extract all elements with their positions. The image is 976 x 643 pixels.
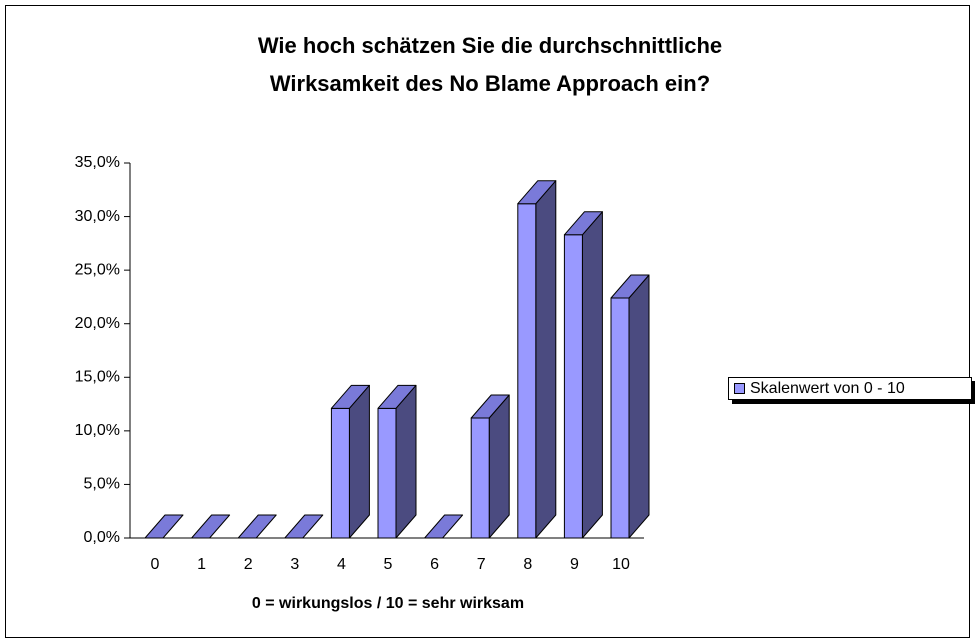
x-tick-label: 7 <box>477 556 486 573</box>
bar <box>237 514 277 539</box>
bar <box>424 514 464 539</box>
bar-top <box>330 384 370 409</box>
bar <box>610 274 650 539</box>
bar <box>191 514 231 539</box>
chart-title: Wirksamkeit des No Blame Approach ein? <box>270 71 710 96</box>
bar-side <box>395 384 417 539</box>
bar-side <box>348 384 370 539</box>
bar-front <box>377 407 397 539</box>
bar-top <box>144 514 184 539</box>
chart-title: Wie hoch schätzen Sie die durchschnittli… <box>258 33 722 58</box>
x-tick-label: 5 <box>384 556 393 573</box>
bar-top <box>610 274 650 299</box>
bar-side <box>535 180 557 539</box>
bar-front <box>563 234 583 539</box>
y-tick-label: 0,0% <box>84 529 120 546</box>
bar <box>377 384 417 539</box>
bar-top <box>470 394 510 419</box>
bar <box>144 514 184 539</box>
y-tick-label: 20,0% <box>75 315 120 332</box>
y-tick-label: 35,0% <box>75 154 120 171</box>
x-tick-label: 1 <box>197 556 206 573</box>
bar-front <box>470 417 490 539</box>
bar-front <box>517 203 537 539</box>
legend-label: Skalenwert von 0 - 10 <box>750 380 905 397</box>
bar-front <box>330 407 350 539</box>
x-axis-title: 0 = wirkungslos / 10 = sehr wirksam <box>252 595 524 612</box>
bar <box>563 211 603 539</box>
bar-side <box>488 394 510 539</box>
x-tick-label: 2 <box>244 556 253 573</box>
chart-border <box>5 5 970 638</box>
x-tick-label: 4 <box>337 556 346 573</box>
x-tick-label: 8 <box>523 556 532 573</box>
y-tick-label: 30,0% <box>75 208 120 225</box>
bar <box>517 180 557 539</box>
bar-top <box>377 384 417 409</box>
x-tick-label: 9 <box>570 556 579 573</box>
legend-box <box>728 377 972 400</box>
x-tick-label: 3 <box>290 556 299 573</box>
bar <box>470 394 510 539</box>
bar-front <box>610 297 630 539</box>
y-tick-label: 15,0% <box>75 369 120 386</box>
bar-top <box>237 514 277 539</box>
bar-top <box>563 211 603 236</box>
y-tick-label: 25,0% <box>75 261 120 278</box>
x-tick-label: 10 <box>612 556 630 573</box>
x-tick-label: 0 <box>151 556 160 573</box>
bar <box>284 514 324 539</box>
bar-top <box>517 180 557 205</box>
bar-top <box>284 514 324 539</box>
y-tick-label: 5,0% <box>84 476 120 493</box>
bar <box>330 384 370 539</box>
bar-side <box>581 211 603 539</box>
y-tick-label: 10,0% <box>75 422 120 439</box>
legend-swatch <box>734 383 745 394</box>
x-tick-label: 6 <box>430 556 439 573</box>
bar-top <box>424 514 464 539</box>
bar-top <box>191 514 231 539</box>
bar-side <box>628 274 650 539</box>
